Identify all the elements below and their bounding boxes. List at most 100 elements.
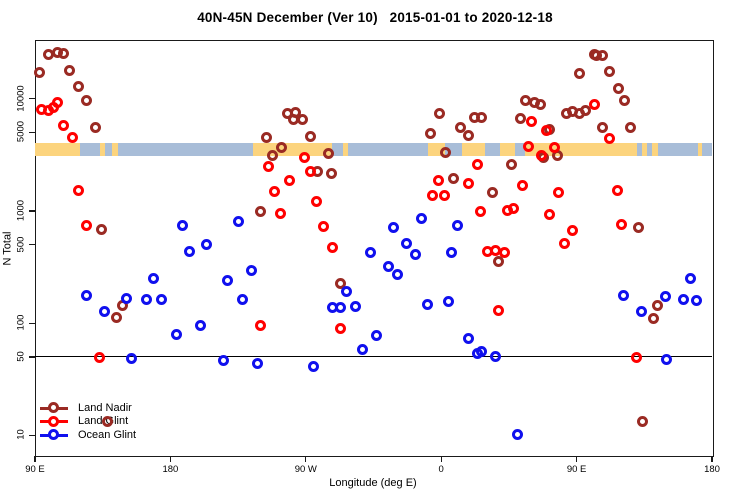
data-point-ocean-glint bbox=[252, 358, 264, 370]
data-point-land-nadir bbox=[276, 141, 288, 153]
data-point-ocean-glint bbox=[685, 273, 697, 285]
data-point-ocean-glint bbox=[659, 291, 671, 303]
map-band-land-segment bbox=[342, 143, 349, 156]
data-point-land-glint bbox=[327, 242, 339, 254]
data-point-land-glint bbox=[52, 96, 64, 108]
data-point-land-nadir bbox=[534, 98, 546, 110]
legend-label-ocean-glint: Ocean Glint bbox=[78, 428, 137, 441]
x-axis-tick-label: 90 W bbox=[294, 464, 317, 475]
legend-row-land-glint: Land Glint bbox=[40, 415, 136, 429]
data-point-land-glint bbox=[80, 220, 92, 232]
data-point-ocean-glint bbox=[364, 247, 376, 259]
data-point-ocean-glint bbox=[512, 429, 524, 441]
map-band-land-segment bbox=[500, 143, 516, 156]
data-point-land-nadir bbox=[476, 111, 488, 123]
y-axis-label: N Total bbox=[1, 230, 14, 266]
data-point-ocean-glint bbox=[357, 344, 369, 356]
data-point-ocean-glint bbox=[401, 238, 413, 250]
data-point-land-glint bbox=[462, 178, 474, 190]
data-point-land-nadir bbox=[110, 312, 122, 324]
data-point-ocean-glint bbox=[148, 273, 160, 285]
map-band-land-segment bbox=[99, 143, 105, 156]
data-point-land-glint bbox=[58, 120, 70, 132]
legend: Land Nadir Land Glint Ocean Glint bbox=[40, 401, 136, 442]
data-point-land-nadir bbox=[652, 300, 664, 312]
y-axis-tick-label: 50 bbox=[15, 351, 27, 362]
y-axis-tick bbox=[29, 434, 35, 437]
data-point-land-nadir bbox=[596, 121, 608, 133]
data-point-ocean-glint bbox=[121, 292, 133, 304]
x-axis-tick-label: 0 bbox=[438, 464, 444, 475]
data-point-ocean-glint bbox=[222, 275, 234, 287]
data-point-land-glint bbox=[516, 179, 528, 191]
y-axis-tick bbox=[29, 244, 35, 246]
data-point-ocean-glint bbox=[617, 290, 629, 302]
data-point-ocean-glint bbox=[489, 350, 501, 362]
x-axis-tick bbox=[34, 456, 36, 463]
data-point-ocean-glint bbox=[334, 302, 346, 314]
data-point-land-glint bbox=[541, 124, 552, 136]
reference-line-50 bbox=[35, 356, 712, 358]
data-point-ocean-glint bbox=[98, 306, 110, 318]
x-axis-tick-label: 180 bbox=[162, 464, 179, 475]
data-point-land-glint bbox=[536, 149, 548, 161]
data-point-land-glint bbox=[334, 323, 346, 335]
data-point-ocean-glint bbox=[410, 249, 422, 261]
legend-row-land-nadir: Land Nadir bbox=[40, 401, 136, 415]
data-point-land-glint bbox=[631, 351, 643, 363]
y-axis-tick bbox=[29, 210, 35, 212]
data-point-land-nadir bbox=[425, 127, 437, 139]
data-point-land-glint bbox=[559, 237, 571, 249]
data-point-land-nadir bbox=[619, 94, 631, 106]
data-point-land-glint bbox=[525, 115, 537, 127]
data-point-ocean-glint bbox=[371, 330, 382, 342]
land-nadir-marker-icon bbox=[40, 402, 68, 414]
data-point-land-nadir bbox=[96, 223, 108, 235]
data-point-land-nadir bbox=[455, 121, 467, 133]
data-point-land-nadir bbox=[304, 130, 316, 142]
data-point-ocean-glint bbox=[217, 354, 229, 366]
data-point-ocean-glint bbox=[80, 290, 92, 302]
y-axis-tick-label: 500 bbox=[15, 236, 27, 253]
x-axis-tick bbox=[440, 456, 442, 463]
x-axis-tick bbox=[305, 456, 307, 463]
data-point-ocean-glint bbox=[691, 295, 703, 307]
x-axis-label: Longitude (deg E) bbox=[329, 477, 417, 489]
data-point-land-glint bbox=[544, 209, 556, 221]
data-point-land-glint bbox=[471, 159, 483, 171]
data-point-ocean-glint bbox=[170, 329, 182, 341]
data-point-ocean-glint bbox=[452, 220, 464, 232]
data-point-land-glint bbox=[553, 187, 565, 199]
data-point-land-nadir bbox=[255, 206, 267, 218]
data-point-land-glint bbox=[492, 305, 504, 317]
legend-row-ocean-glint: Ocean Glint bbox=[40, 428, 136, 442]
data-point-land-glint bbox=[298, 152, 310, 164]
data-point-land-nadir bbox=[515, 112, 527, 124]
data-point-ocean-glint bbox=[340, 285, 352, 297]
data-point-land-glint bbox=[548, 142, 560, 154]
data-point-land-glint bbox=[616, 219, 628, 231]
y-axis-tick bbox=[29, 322, 35, 324]
data-point-land-glint bbox=[262, 160, 274, 172]
data-point-land-glint bbox=[67, 132, 79, 144]
x-axis-tick bbox=[711, 456, 713, 463]
data-point-land-nadir bbox=[574, 67, 586, 79]
data-point-land-nadir bbox=[80, 94, 92, 106]
data-point-ocean-glint bbox=[443, 296, 455, 308]
map-band-land-segment bbox=[112, 143, 119, 156]
data-point-ocean-glint bbox=[392, 269, 404, 281]
data-point-land-nadir bbox=[647, 313, 659, 325]
data-point-land-glint bbox=[94, 351, 106, 363]
data-point-land-glint bbox=[73, 185, 85, 197]
data-point-land-glint bbox=[268, 186, 280, 198]
y-axis-tick bbox=[29, 131, 35, 134]
y-axis-tick bbox=[29, 356, 35, 358]
data-point-land-glint bbox=[611, 185, 623, 197]
data-point-ocean-glint bbox=[307, 360, 319, 372]
data-point-ocean-glint bbox=[176, 220, 188, 232]
map-band-land-segment bbox=[35, 143, 80, 156]
data-point-land-nadir bbox=[613, 82, 625, 94]
data-point-land-nadir bbox=[632, 222, 644, 234]
data-point-land-nadir bbox=[101, 416, 113, 428]
data-point-ocean-glint bbox=[635, 306, 647, 318]
